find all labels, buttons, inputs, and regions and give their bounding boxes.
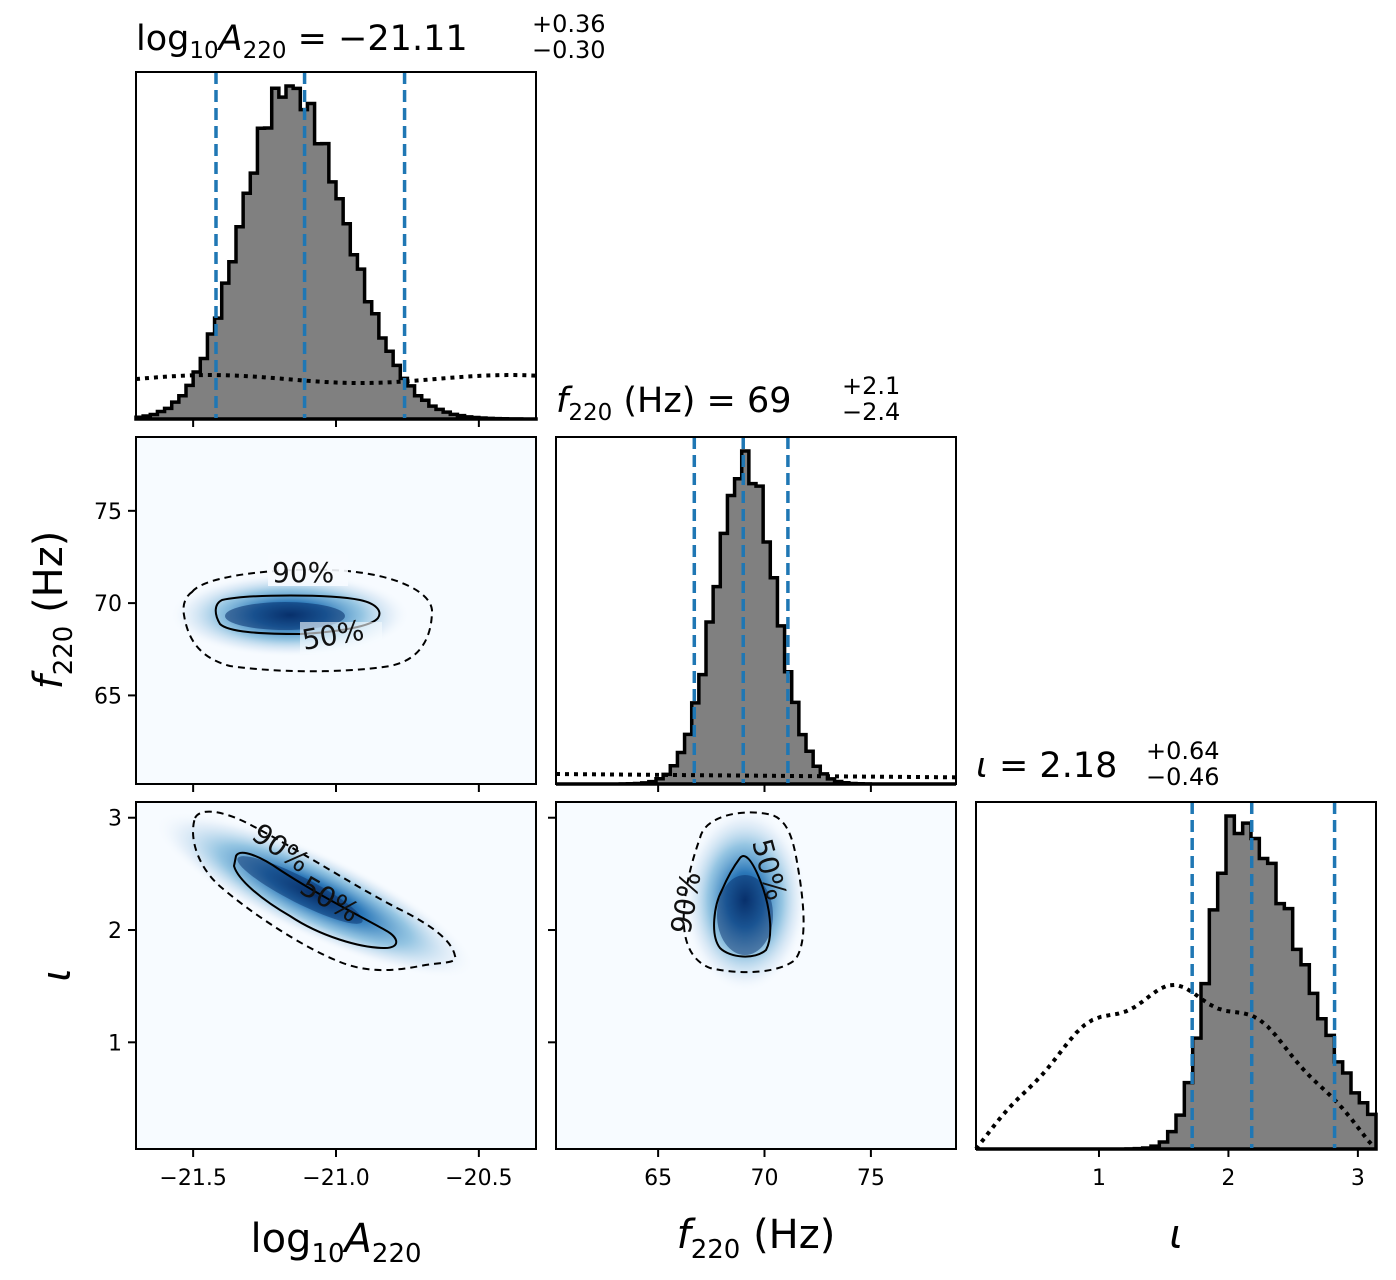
contour-label-90: 90%: [272, 556, 334, 589]
prior-curve: [135, 373, 537, 386]
ylabel-f220: f220 (Hz): [26, 531, 79, 690]
title-iota-minus: −0.46: [1146, 763, 1220, 791]
y-tick-label: 3: [108, 807, 122, 832]
prior-curve: [974, 982, 1378, 1151]
x-tick-label: 3: [1351, 1166, 1365, 1191]
title-logA-minus: −0.30: [532, 36, 606, 64]
title-logA-base: log: [136, 19, 189, 59]
xlabel-iota: ι: [1169, 1212, 1183, 1258]
density-core: [237, 856, 363, 924]
title-separator: =: [695, 381, 747, 421]
y-tick-label: 1: [108, 1031, 122, 1056]
title-f220-unit: (Hz): [623, 381, 695, 421]
x-tick-label: −20.5: [445, 1166, 512, 1191]
x-tick-label: 2: [1221, 1166, 1235, 1191]
title-f220-value: 69: [747, 381, 792, 421]
title-iota-plus: +0.64: [1146, 737, 1220, 765]
x-tick-label: 75: [857, 1166, 885, 1191]
title-logA-sub1: 10: [189, 38, 218, 64]
title-iota: ι = 2.18: [976, 746, 1117, 786]
title-f220-plus: +2.1: [842, 372, 900, 400]
panel-iota-vs-f220: [555, 801, 957, 1150]
title-logA: log10A220 = −21.11: [136, 19, 468, 64]
y-tick-label: 2: [108, 919, 122, 944]
title-f220-sub: 220: [568, 400, 612, 426]
title-f220-minus: −2.4: [842, 398, 900, 426]
xlabel-logA: log10A220: [250, 1216, 421, 1269]
title-logA-sub2: 220: [243, 38, 287, 64]
contour-90: [192, 810, 457, 972]
x-tick-label: −21.0: [302, 1166, 369, 1191]
posterior-histogram: [976, 814, 1378, 1151]
x-tick-label: 70: [751, 1166, 779, 1191]
x-tick-label: 1: [1092, 1166, 1106, 1191]
posterior-histogram: [556, 449, 956, 786]
y-tick-label: 65: [94, 684, 122, 709]
contour-50: [713, 855, 772, 958]
posterior-histogram: [134, 84, 538, 421]
x-tick-label: 65: [644, 1166, 672, 1191]
title-iota-value: 2.18: [1039, 746, 1117, 786]
title-logA-plus: +0.36: [532, 10, 606, 38]
xlabel-f220: f220 (Hz): [677, 1212, 836, 1265]
title-separator: =: [287, 19, 339, 59]
axis-ticks: −21.5 −21.0 −20.5 65 70 75 1 2 3 65 70 75 1 2 3: [94, 419, 1365, 1191]
prior-curve: [555, 772, 957, 780]
panel-f220-hist: [555, 436, 957, 785]
y-tick-label: 75: [94, 500, 122, 525]
title-logA-sym: A: [217, 19, 243, 59]
contour-90: [182, 568, 434, 673]
contours-iota-vs-logA: [192, 810, 457, 972]
title-separator: =: [988, 746, 1040, 786]
density-core: [717, 875, 773, 955]
ylabel-iota: ι: [34, 968, 80, 982]
title-logA-value: −21.11: [338, 19, 468, 59]
title-iota-sym: ι: [976, 746, 988, 786]
y-tick-label: 70: [94, 592, 122, 617]
panel-iota-hist: [975, 801, 1377, 1150]
title-f220: f220 (Hz) = 69: [556, 381, 792, 426]
x-tick-label: −21.5: [159, 1166, 226, 1191]
contours-iota-vs-f220: [682, 811, 805, 974]
density-iota-vs-f220: [683, 808, 807, 992]
contour-50: [232, 851, 398, 950]
